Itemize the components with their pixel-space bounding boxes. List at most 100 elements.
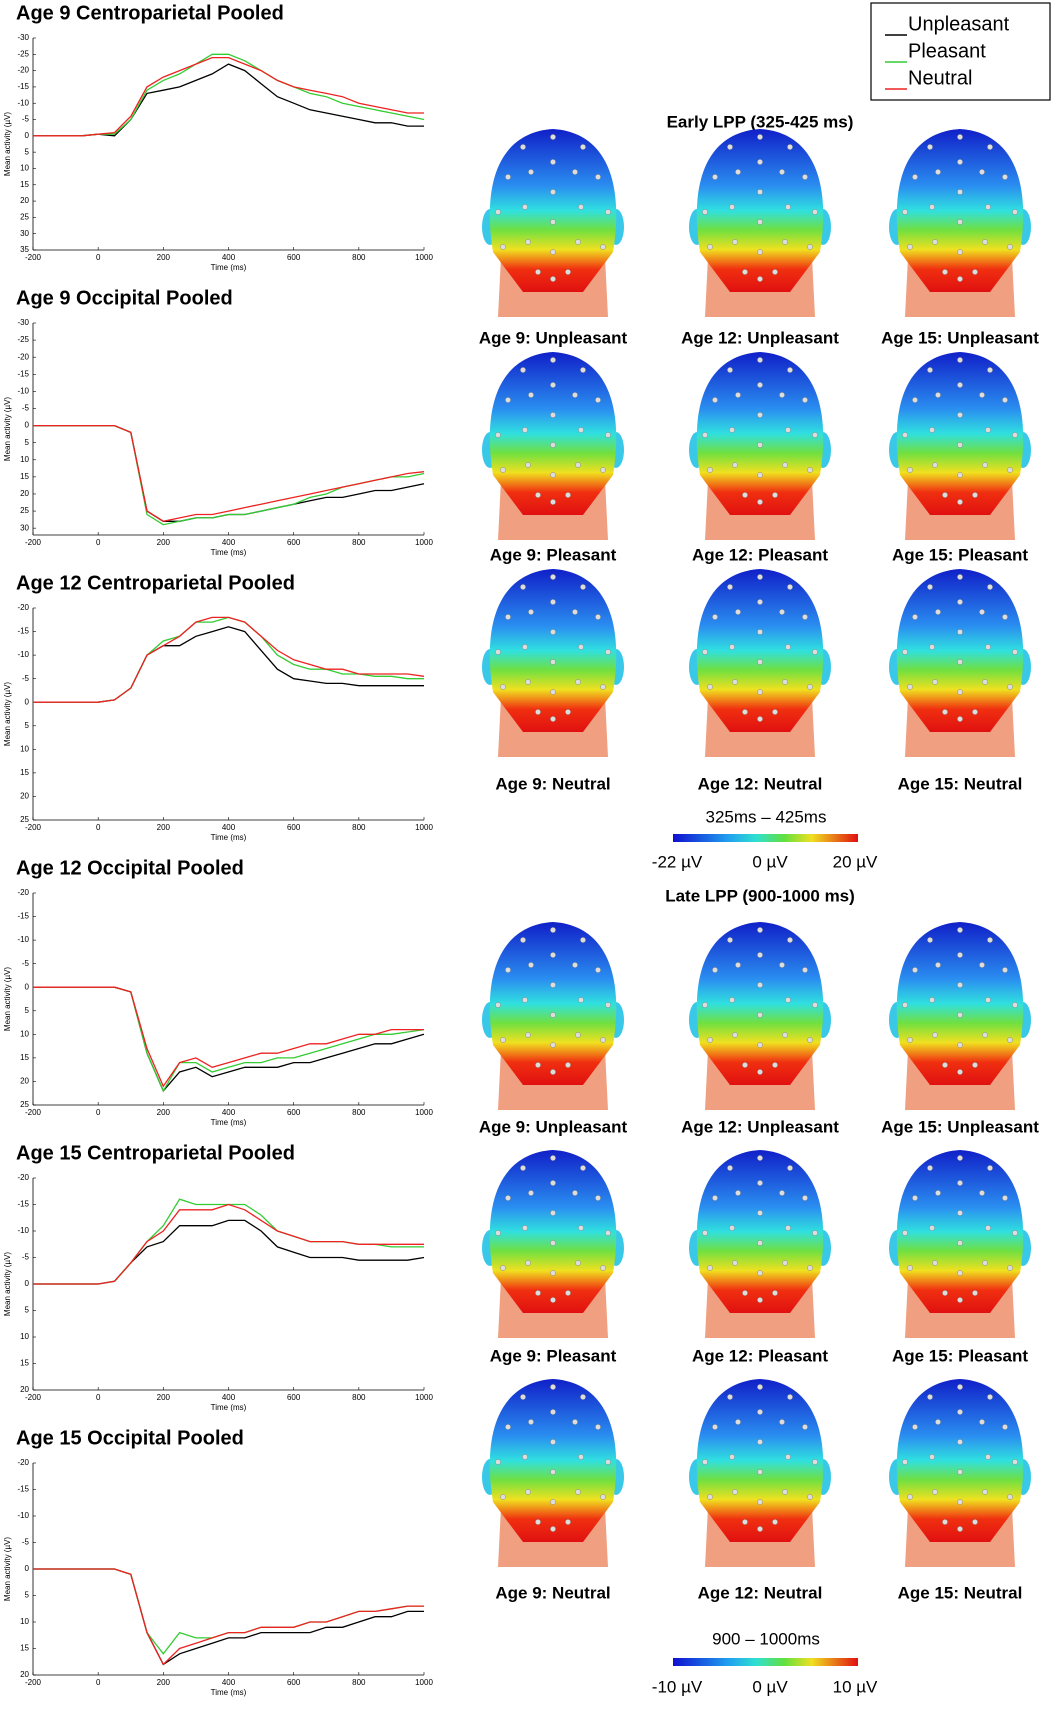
electrode — [535, 1519, 541, 1525]
electrode — [757, 1042, 763, 1048]
electrode — [957, 1012, 963, 1018]
series-line — [33, 424, 425, 526]
electrode — [735, 1419, 741, 1425]
chart-title: Age 12 Occipital Pooled — [16, 857, 244, 879]
y-tick-label: -10 — [17, 650, 29, 659]
legend-label: Neutral — [908, 67, 972, 89]
y-tick-label: 20 — [20, 196, 29, 205]
x-tick-label: -200 — [25, 1108, 42, 1117]
electrode — [902, 649, 908, 655]
x-tick-label: 400 — [222, 538, 236, 547]
electrode — [707, 244, 713, 250]
electrode — [807, 467, 813, 473]
scalp — [489, 1150, 617, 1313]
electrode — [972, 1290, 978, 1296]
electrode — [535, 269, 541, 275]
electrode — [495, 1459, 501, 1465]
electrode — [732, 1032, 738, 1038]
electrode — [707, 1494, 713, 1500]
y-tick-label: -20 — [17, 352, 29, 361]
y-tick-label: 10 — [20, 744, 29, 753]
electrode — [757, 276, 763, 282]
electrode — [929, 1454, 935, 1460]
electrode — [987, 367, 993, 373]
electrode — [732, 1489, 738, 1495]
electrode — [600, 1265, 606, 1271]
y-tick-label: 10 — [20, 1029, 29, 1038]
x-tick-label: -200 — [25, 1678, 42, 1687]
electrode — [578, 997, 584, 1003]
electrode — [525, 1489, 531, 1495]
electrode — [525, 462, 531, 468]
electrode — [957, 442, 963, 448]
electrode — [578, 644, 584, 650]
y-tick-label: -25 — [17, 335, 29, 344]
x-axis-label: Time (ms) — [211, 548, 247, 557]
legend-label: Pleasant — [908, 40, 986, 62]
y-axis-label: Mean activity (µV) — [3, 1537, 12, 1602]
y-tick-label: 0 — [25, 1279, 30, 1288]
electrode — [600, 1494, 606, 1500]
electrode — [782, 1032, 788, 1038]
electrode — [802, 1195, 808, 1201]
electrode — [550, 1469, 556, 1475]
electrode — [500, 244, 506, 250]
electrode — [702, 1002, 708, 1008]
electrode — [727, 937, 733, 943]
electrode — [1012, 1459, 1018, 1465]
electrode — [957, 1384, 963, 1390]
electrode — [757, 382, 763, 388]
electrode — [935, 392, 941, 398]
y-tick-label: 0 — [25, 421, 30, 430]
electrode — [550, 219, 556, 225]
electrode — [807, 244, 813, 250]
electrode — [528, 609, 534, 615]
electrode — [907, 684, 913, 690]
map-label: Age 12: Pleasant — [692, 1346, 828, 1365]
electrode — [802, 1424, 808, 1430]
y-tick-label: -15 — [17, 82, 29, 91]
electrode — [957, 659, 963, 665]
map-label: Age 15: Pleasant — [892, 545, 1028, 564]
x-tick-label: 1000 — [415, 253, 433, 262]
electrode — [712, 967, 718, 973]
y-tick-label: 20 — [20, 489, 29, 498]
electrode — [957, 219, 963, 225]
electrode — [807, 684, 813, 690]
map-label: Age 9: Pleasant — [490, 545, 617, 564]
x-tick-label: 600 — [287, 1393, 301, 1402]
scalp — [489, 1379, 617, 1542]
electrode — [757, 219, 763, 225]
x-tick-label: 0 — [96, 538, 101, 547]
y-tick-label: -5 — [22, 1253, 30, 1262]
electrode — [550, 927, 556, 933]
electrode — [985, 644, 991, 650]
electrode — [787, 367, 793, 373]
x-tick-label: -200 — [25, 538, 42, 547]
electrode — [782, 462, 788, 468]
electrode — [779, 962, 785, 968]
electrode — [732, 1260, 738, 1266]
electrode — [575, 239, 581, 245]
electrode — [595, 1424, 601, 1430]
electrode — [787, 584, 793, 590]
map-label: Age 15: Neutral — [898, 774, 1023, 793]
electrode — [957, 134, 963, 140]
electrode — [812, 209, 818, 215]
colorbar — [673, 834, 858, 842]
electrode — [957, 1155, 963, 1161]
y-tick-label: 25 — [20, 815, 29, 824]
electrode — [757, 134, 763, 140]
electrode — [785, 204, 791, 210]
electrode — [550, 249, 556, 255]
map-label: Age 15: Unpleasant — [881, 1117, 1039, 1136]
electrode — [935, 169, 941, 175]
y-tick-label: -5 — [22, 404, 30, 413]
electrode — [757, 599, 763, 605]
electrode — [942, 1062, 948, 1068]
electrode — [957, 357, 963, 363]
chart-title: Age 9 Centroparietal Pooled — [16, 2, 284, 24]
map-label: Age 15: Unpleasant — [881, 328, 1039, 347]
electrode — [982, 1260, 988, 1266]
electrode — [605, 649, 611, 655]
